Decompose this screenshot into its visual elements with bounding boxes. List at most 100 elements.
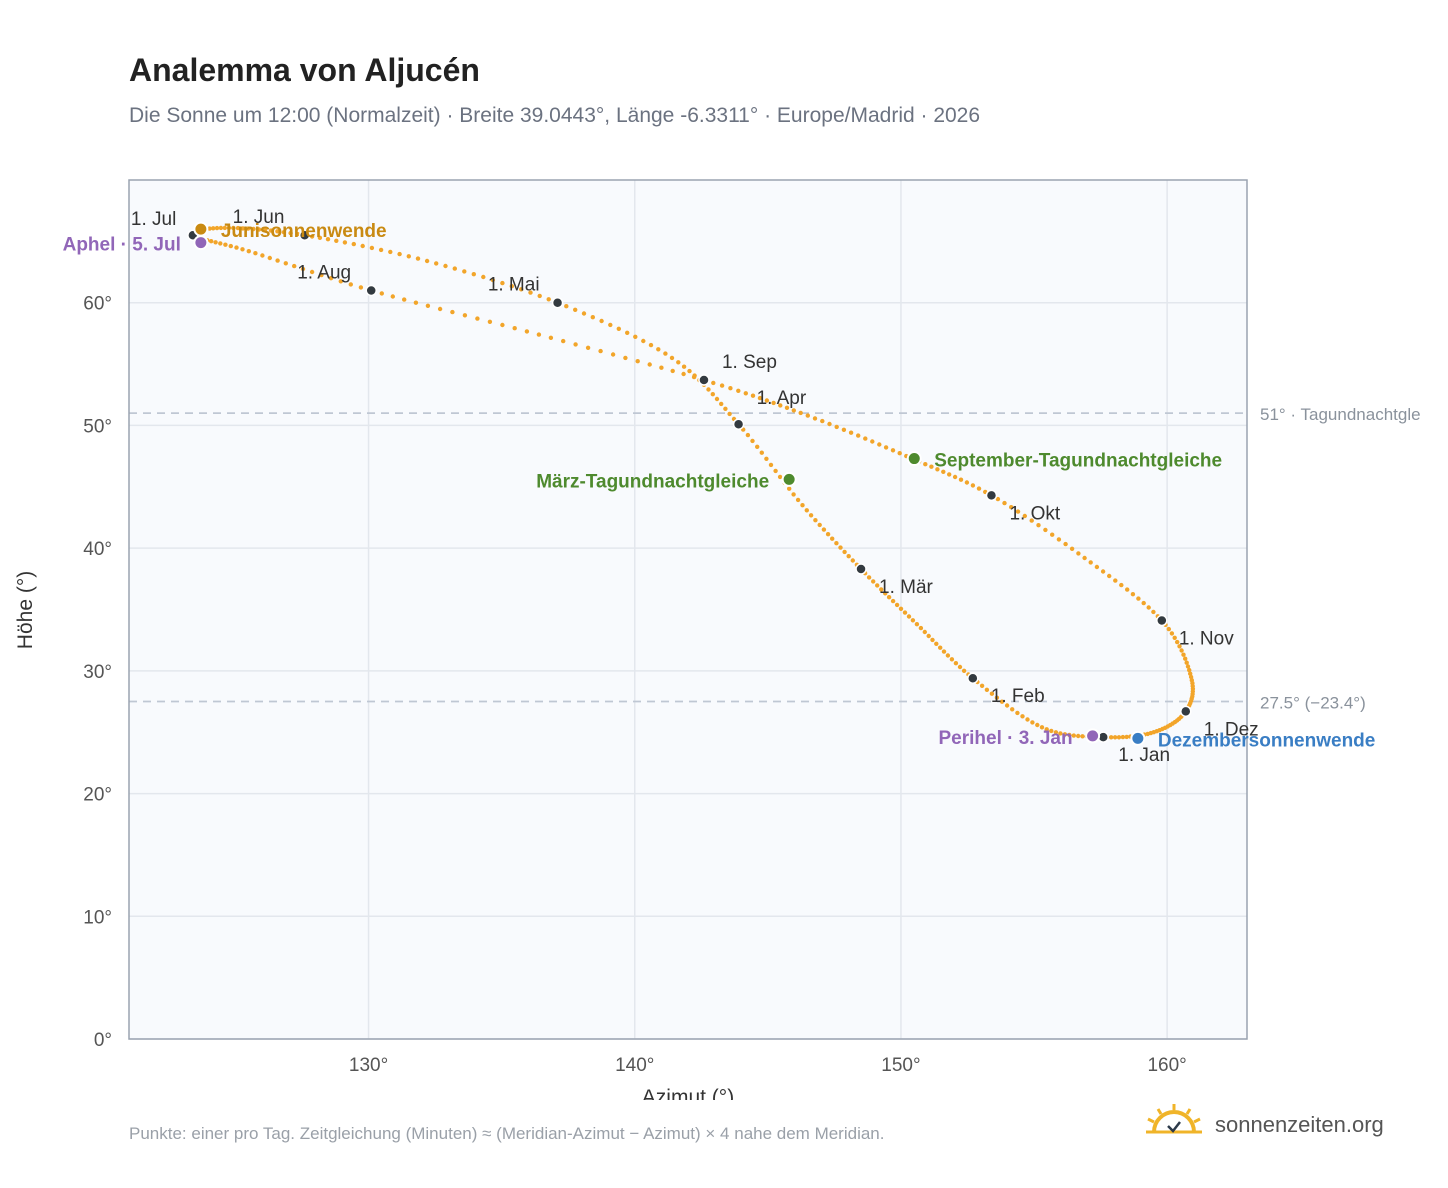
brand[interactable]: sonnenzeiten.org — [1146, 1103, 1406, 1147]
day-point — [805, 413, 810, 418]
day-point — [245, 226, 251, 231]
day-point — [914, 622, 920, 627]
day-point — [222, 225, 227, 231]
day-point — [275, 258, 280, 263]
day-point — [883, 445, 889, 450]
day-point — [846, 554, 851, 559]
day-point — [791, 408, 796, 413]
day-point — [687, 368, 692, 374]
day-point — [918, 625, 924, 631]
day-point — [292, 263, 297, 269]
day-point — [938, 645, 943, 650]
day-point — [989, 691, 995, 696]
day-point — [369, 245, 375, 251]
day-point — [283, 261, 288, 266]
day-point — [397, 251, 402, 257]
day-point — [390, 294, 395, 299]
month-point — [551, 296, 564, 309]
day-point — [723, 406, 728, 411]
month-point — [1156, 614, 1168, 627]
day-point — [450, 309, 455, 315]
day-point — [1120, 734, 1126, 740]
day-point — [342, 240, 348, 245]
day-point — [434, 261, 439, 266]
reference-line-label: 51° · Tagundnachtgle — [1260, 405, 1421, 424]
day-point — [235, 225, 241, 231]
y-tick-label: 60° — [83, 294, 112, 315]
day-point — [979, 683, 985, 688]
y-tick-label: 20° — [83, 785, 112, 806]
day-point — [681, 371, 686, 377]
day-point — [309, 269, 315, 275]
day-point — [834, 541, 839, 546]
day-point — [1130, 592, 1136, 597]
day-point — [1015, 509, 1021, 514]
plot-frame — [128, 179, 1248, 1040]
event-label: März-Tagundnachtgleiche — [536, 471, 769, 492]
footnote: Punkte: einer pro Tag. Zeitgleichung (Mi… — [129, 1124, 885, 1143]
day-point — [821, 527, 827, 532]
day-point — [379, 291, 384, 296]
day-point — [898, 606, 904, 611]
day-point — [791, 492, 796, 497]
day-point — [1063, 541, 1068, 547]
grid-lines — [129, 180, 1247, 1040]
chart-title: Analemma von Aljucén — [129, 52, 480, 88]
day-point — [949, 657, 955, 662]
day-point — [1029, 518, 1034, 523]
event-label: Perihel · 3. Jan — [938, 728, 1072, 749]
day-point — [1088, 560, 1093, 565]
day-point — [218, 241, 223, 246]
day-point — [275, 229, 280, 234]
day-point — [561, 338, 566, 344]
day-point — [512, 326, 517, 331]
day-point — [509, 284, 514, 289]
day-point — [1036, 523, 1041, 528]
day-point — [945, 653, 951, 658]
day-point — [262, 227, 268, 233]
chart-subtitle: Die Sonne um 12:00 (Normalzeit) · Breite… — [129, 104, 981, 127]
day-point — [1188, 671, 1193, 676]
event-markers: Junisonnenwende Dezembersonnenwende März-T… — [63, 221, 1376, 751]
day-point — [759, 450, 764, 455]
day-point — [388, 249, 393, 255]
day-point — [681, 364, 687, 369]
day-point — [1020, 714, 1025, 719]
x-axis-ticks: 130° 140° 150° 160° — [349, 1055, 1187, 1076]
day-point — [1187, 667, 1192, 673]
day-point — [1080, 734, 1085, 739]
day-point — [1100, 569, 1106, 574]
day-point — [995, 496, 1001, 502]
day-point — [214, 225, 220, 231]
day-point — [358, 285, 364, 290]
day-point — [930, 637, 935, 643]
day-point — [1179, 648, 1184, 653]
day-point — [670, 368, 675, 374]
day-point — [319, 272, 324, 278]
month-label: 1. Aug — [297, 262, 351, 283]
day-point — [240, 226, 246, 231]
day-point — [879, 587, 884, 592]
day-point — [813, 518, 818, 523]
day-point — [669, 355, 675, 361]
day-point — [425, 303, 431, 308]
day-point — [1022, 513, 1027, 519]
day-point — [778, 403, 783, 408]
day-point — [745, 432, 751, 438]
x-tick-label: 130° — [349, 1055, 388, 1076]
day-point — [714, 396, 720, 402]
day-point — [957, 664, 963, 670]
day-point — [656, 347, 661, 352]
day-point — [1141, 600, 1146, 606]
day-point — [1035, 722, 1040, 728]
day-point — [334, 238, 339, 243]
day-point — [1125, 587, 1130, 592]
day-point — [246, 249, 251, 254]
day-point — [1145, 731, 1150, 737]
plot-area — [129, 180, 1247, 1039]
day-point — [226, 225, 232, 231]
day-point — [317, 235, 323, 240]
day-point — [750, 438, 755, 444]
event-point — [193, 235, 209, 251]
day-point — [890, 448, 896, 453]
